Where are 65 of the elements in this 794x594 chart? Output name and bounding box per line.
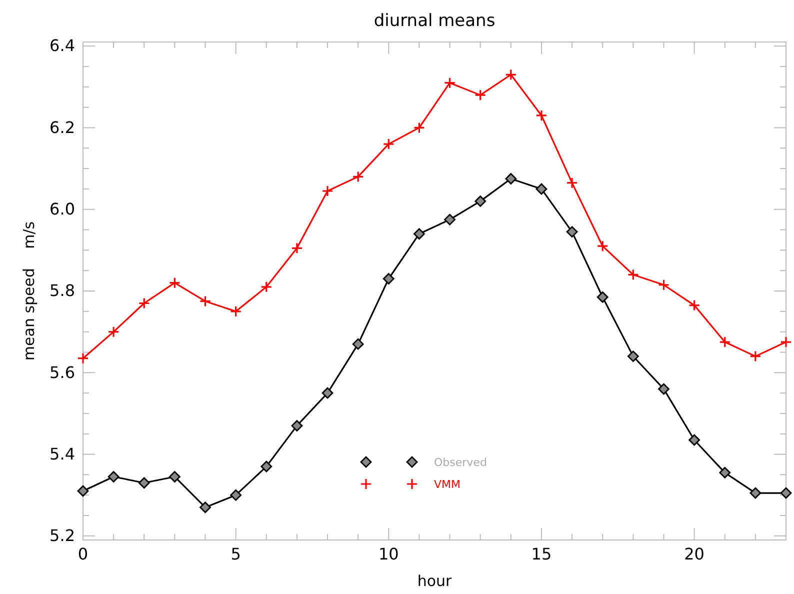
point (168, 277, 180, 289)
point (291, 242, 303, 254)
point (200, 502, 211, 514)
point (688, 434, 700, 446)
point (108, 326, 120, 338)
point (505, 173, 517, 184)
point (780, 487, 792, 499)
point (596, 240, 608, 252)
point (108, 471, 120, 482)
point (780, 336, 792, 348)
chart-title: diurnal means (374, 11, 496, 31)
point (414, 228, 425, 240)
point (322, 185, 334, 197)
point (658, 383, 670, 395)
y-axis-title: mean speed m/s (20, 221, 38, 361)
y-tick-label: 5.8 (50, 281, 75, 300)
point (596, 291, 608, 303)
point (382, 273, 394, 284)
point (230, 489, 242, 501)
x-axis-title: hour (417, 572, 453, 590)
x-tick-label: 20 (684, 544, 704, 564)
point (474, 89, 486, 101)
point (260, 281, 272, 293)
point (566, 226, 578, 238)
x-tick-label: 15 (531, 544, 552, 564)
legend-label: VMM (434, 478, 461, 491)
point (658, 279, 670, 291)
point (627, 350, 639, 362)
point (352, 338, 364, 350)
point (536, 110, 548, 122)
y-tick-label: 5.6 (50, 362, 75, 382)
point (322, 387, 334, 399)
point (260, 460, 272, 472)
point (230, 306, 242, 318)
x-tick-label: 5 (230, 544, 241, 564)
y-tick-label: 6.0 (50, 199, 75, 218)
point (750, 350, 762, 362)
point (688, 299, 700, 312)
point (77, 352, 89, 364)
point (168, 471, 180, 482)
x-tick-label: 10 (378, 544, 399, 564)
point (474, 195, 486, 207)
point (750, 487, 762, 499)
x-tick-label: 0 (78, 544, 88, 564)
point (352, 170, 364, 183)
point (444, 77, 456, 89)
point (138, 477, 150, 489)
point (382, 138, 394, 150)
point (505, 68, 517, 80)
point (444, 214, 456, 226)
y-tick-label: 5.2 (50, 526, 75, 546)
point (138, 297, 150, 310)
point (199, 295, 212, 308)
y-tick-label: 5.4 (50, 444, 75, 464)
point (291, 420, 303, 432)
y-tick-label: 6.2 (50, 118, 75, 137)
point (566, 177, 578, 189)
point (627, 268, 639, 280)
point (77, 485, 89, 497)
legend-label: Observed (434, 456, 487, 469)
point (536, 183, 548, 195)
point (719, 336, 731, 348)
y-tick-label: 6.4 (50, 36, 75, 56)
point (413, 122, 426, 134)
point (719, 466, 731, 478)
